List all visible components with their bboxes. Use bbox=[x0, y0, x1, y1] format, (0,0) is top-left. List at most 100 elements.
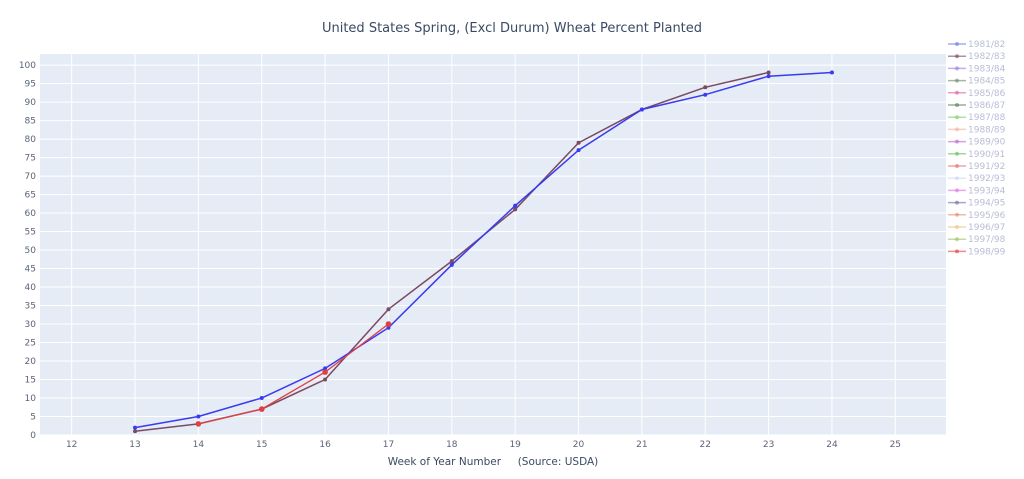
legend-marker bbox=[955, 54, 959, 59]
legend-marker bbox=[955, 66, 959, 71]
legend-label: 1983/84 bbox=[968, 64, 1006, 74]
legend-item-1993/94[interactable]: 1993/94 bbox=[948, 186, 1006, 196]
legend-label: 1987/88 bbox=[968, 113, 1006, 123]
legend-item-1988/89[interactable]: 1988/89 bbox=[948, 125, 1006, 135]
legend-item-1991/92[interactable]: 1991/92 bbox=[948, 162, 1005, 172]
series-layer bbox=[133, 70, 834, 434]
y-tick-label: 100 bbox=[19, 61, 36, 71]
data-point bbox=[449, 262, 454, 267]
series-line bbox=[134, 71, 833, 429]
y-tick-label: 30 bbox=[25, 320, 37, 330]
y-tick-label: 55 bbox=[25, 228, 36, 238]
y-axis-ticks: 0 5 10 15 20 25 30 35 40 45 50 55 60 65 70 75 80 85 90 95 10… bbox=[19, 61, 36, 441]
legend-item-1998/99[interactable]: 1998/99 bbox=[948, 247, 1006, 257]
legend-label: 1998/99 bbox=[968, 247, 1006, 257]
data-point bbox=[258, 406, 265, 412]
legend-marker bbox=[955, 249, 959, 254]
x-tick-label: 15 bbox=[256, 440, 267, 450]
data-point bbox=[576, 148, 581, 153]
legend-item-1997/98[interactable]: 1997/98 bbox=[948, 235, 1006, 245]
legend-label: 1984/85 bbox=[968, 77, 1005, 87]
x-tick-label: 23 bbox=[763, 440, 774, 450]
legend-marker bbox=[955, 115, 959, 120]
legend-label: 1993/94 bbox=[968, 186, 1006, 196]
data-point bbox=[133, 425, 138, 430]
x-tick-label: 12 bbox=[66, 440, 77, 450]
legend-marker bbox=[955, 42, 959, 46]
y-tick-label: 15 bbox=[25, 376, 36, 386]
legend-marker bbox=[955, 151, 959, 156]
x-axis-title: Week of Year Number (Source: USDA) bbox=[388, 456, 599, 468]
legend-marker bbox=[955, 237, 959, 242]
y-tick-label: 40 bbox=[25, 283, 37, 293]
legend-marker bbox=[955, 90, 959, 95]
legend-item-1981/82[interactable]: 1981/82 bbox=[948, 40, 1005, 50]
legend-item-1994/95[interactable]: 1994/95 bbox=[948, 199, 1005, 209]
data-point bbox=[323, 377, 328, 382]
data-point bbox=[386, 325, 391, 330]
data-point bbox=[766, 74, 771, 79]
data-point bbox=[196, 414, 201, 419]
data-point bbox=[386, 307, 391, 312]
y-tick-label: 50 bbox=[25, 246, 37, 256]
x-tick-label: 21 bbox=[636, 440, 647, 450]
y-tick-label: 80 bbox=[25, 135, 37, 145]
legend-item-1986/87[interactable]: 1986/87 bbox=[948, 101, 1005, 111]
y-tick-label: 45 bbox=[25, 265, 36, 275]
y-tick-label: 85 bbox=[25, 117, 36, 127]
series-1998/99 bbox=[195, 321, 392, 427]
data-point bbox=[323, 366, 328, 371]
data-point bbox=[766, 70, 771, 75]
legend-label: 1985/86 bbox=[968, 89, 1006, 99]
legend-item-1996/97[interactable]: 1996/97 bbox=[948, 223, 1005, 233]
data-point bbox=[829, 70, 834, 75]
legend-item-1982/83[interactable]: 1982/83 bbox=[948, 52, 1005, 62]
y-tick-label: 75 bbox=[25, 154, 36, 164]
series-line bbox=[198, 323, 389, 425]
x-tick-label: 18 bbox=[446, 440, 458, 450]
plot-area bbox=[40, 54, 946, 435]
legend-item-1995/96[interactable]: 1995/96 bbox=[948, 211, 1006, 221]
y-tick-label: 10 bbox=[25, 394, 37, 404]
legend-marker bbox=[955, 225, 959, 229]
legend-marker bbox=[955, 188, 959, 193]
data-point bbox=[133, 429, 138, 434]
y-tick-label: 5 bbox=[30, 413, 36, 423]
legend-label: 1997/98 bbox=[968, 235, 1006, 245]
legend-item-1989/90[interactable]: 1989/90 bbox=[948, 138, 1006, 148]
legend-label: 1996/97 bbox=[968, 223, 1005, 233]
y-tick-label: 20 bbox=[25, 357, 37, 367]
legend-item-1985/86[interactable]: 1985/86 bbox=[948, 89, 1006, 99]
legend-item-1990/91[interactable]: 1990/91 bbox=[948, 150, 1005, 160]
legend-item-1992/93[interactable]: 1992/93 bbox=[948, 174, 1005, 184]
legend-label: 1989/90 bbox=[968, 138, 1006, 148]
legend-marker bbox=[955, 127, 959, 132]
data-point bbox=[703, 92, 708, 97]
legend-item-1984/85[interactable]: 1984/85 bbox=[948, 77, 1005, 87]
y-tick-label: 0 bbox=[30, 431, 36, 441]
y-tick-label: 35 bbox=[25, 302, 36, 312]
legend-label: 1990/91 bbox=[968, 150, 1005, 160]
legend-marker bbox=[955, 78, 959, 83]
legend-label: 1981/82 bbox=[968, 40, 1005, 50]
x-tick-label: 17 bbox=[383, 440, 394, 450]
x-tick-label: 24 bbox=[826, 440, 838, 450]
legend[interactable]: 1981/82 1982/83 1983/84 1984/85 1985/86 1986/… bbox=[948, 40, 1006, 257]
legend-marker bbox=[955, 103, 959, 107]
legend-label: 1992/93 bbox=[968, 174, 1005, 184]
legend-marker bbox=[955, 139, 959, 144]
y-tick-label: 70 bbox=[25, 172, 37, 182]
legend-item-1983/84[interactable]: 1983/84 bbox=[948, 64, 1006, 74]
chart-title: United States Spring, (Excl Durum) Wheat… bbox=[322, 21, 702, 36]
y-tick-label: 95 bbox=[25, 80, 36, 90]
x-tick-label: 19 bbox=[509, 440, 521, 450]
legend-label: 1986/87 bbox=[968, 101, 1005, 111]
data-point bbox=[513, 207, 518, 212]
y-tick-label: 90 bbox=[25, 98, 37, 108]
y-tick-label: 25 bbox=[25, 339, 36, 349]
x-tick-label: 16 bbox=[319, 440, 331, 450]
x-tick-label: 14 bbox=[193, 440, 205, 450]
legend-marker bbox=[955, 176, 959, 181]
legend-item-1987/88[interactable]: 1987/88 bbox=[948, 113, 1006, 123]
